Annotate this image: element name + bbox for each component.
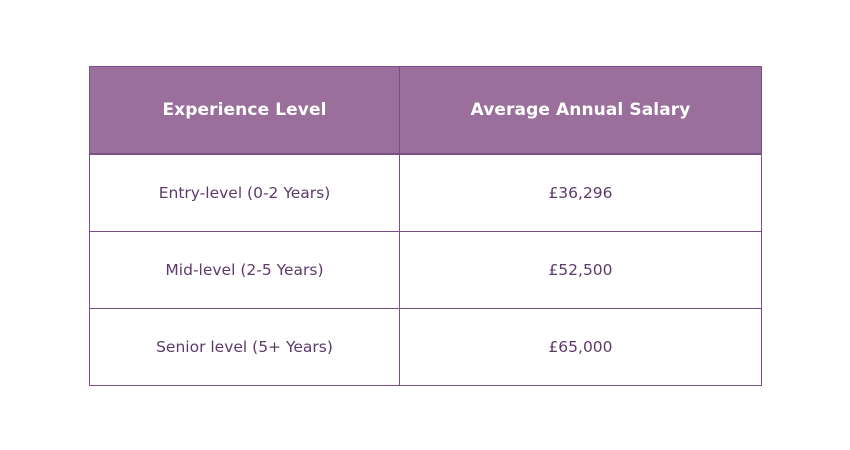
table-header-row: Experience Level Average Annual Salary <box>89 66 762 155</box>
cell-salary: £36,296 <box>399 153 762 232</box>
header-average-annual-salary: Average Annual Salary <box>399 66 762 155</box>
cell-salary: £65,000 <box>399 308 762 386</box>
cell-experience-level: Senior level (5+ Years) <box>89 308 400 386</box>
salary-table: Experience Level Average Annual Salary E… <box>89 66 762 386</box>
cell-salary: £52,500 <box>399 231 762 309</box>
cell-experience-level: Mid-level (2-5 Years) <box>89 231 400 309</box>
header-experience-level: Experience Level <box>89 66 400 155</box>
table-row: Senior level (5+ Years) £65,000 <box>89 308 762 386</box>
salary-table-container: Experience Level Average Annual Salary E… <box>89 66 762 386</box>
table-row: Entry-level (0-2 Years) £36,296 <box>89 153 762 232</box>
table-row: Mid-level (2-5 Years) £52,500 <box>89 231 762 309</box>
cell-experience-level: Entry-level (0-2 Years) <box>89 153 400 232</box>
